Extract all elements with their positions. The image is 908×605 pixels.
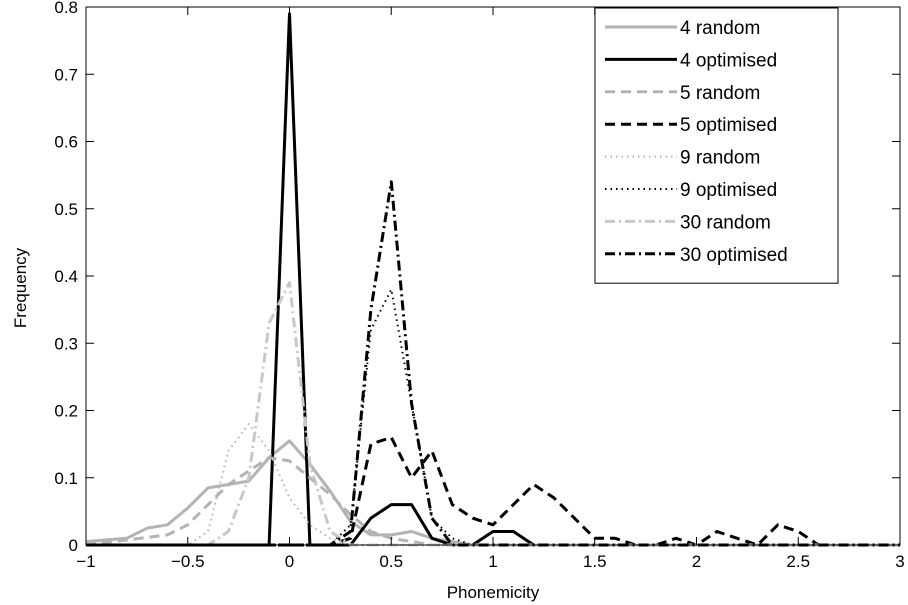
legend-label: 5 random	[680, 83, 760, 104]
legend-label: 30 random	[680, 212, 771, 233]
x-tick-label: 0	[285, 552, 294, 571]
legend-label: 9 optimised	[680, 180, 777, 201]
y-tick-label: 0.4	[54, 267, 78, 286]
x-tick-label: 2.5	[786, 552, 810, 571]
y-axis-label: Frequency	[11, 247, 30, 328]
y-tick-label: 0.1	[54, 469, 78, 488]
legend-label: 4 optimised	[680, 50, 777, 71]
legend-label: 30 optimised	[680, 245, 788, 266]
x-tick-label: −1	[76, 552, 95, 571]
legend-label: 5 optimised	[680, 115, 777, 136]
x-tick-label: 0.5	[379, 552, 403, 571]
x-tick-label: −0.5	[171, 552, 205, 571]
y-tick-label: 0.6	[54, 133, 78, 152]
legend-label: 9 random	[680, 148, 760, 169]
legend: 4 random 4 optimised 5 random 5 optimised 9 …	[594, 7, 839, 284]
legend-box	[594, 7, 839, 284]
series-line-5-optimised	[86, 435, 900, 547]
x-axis-label: Phonemicity	[447, 583, 540, 602]
y-tick-label: 0.7	[54, 65, 78, 84]
y-tick-label: 0	[69, 536, 78, 555]
x-tick-label: 3	[895, 552, 904, 571]
y-tick-label: 0.8	[54, 0, 78, 17]
x-tick-label: 2	[692, 552, 701, 571]
y-tick-label: 0.3	[54, 334, 78, 353]
y-tick-label: 0.2	[54, 402, 78, 421]
x-tick-label: 1.5	[583, 552, 607, 571]
y-tick-label: 0.5	[54, 200, 78, 219]
axes: −1 −0.5 0 0.5 1 1.5 2 2.5 3 0 0.1 0.2 0.3 0.4 0.5 0.6 0.…	[54, 0, 904, 571]
x-tick-label: 1	[488, 552, 497, 571]
legend-label: 4 random	[680, 18, 760, 39]
